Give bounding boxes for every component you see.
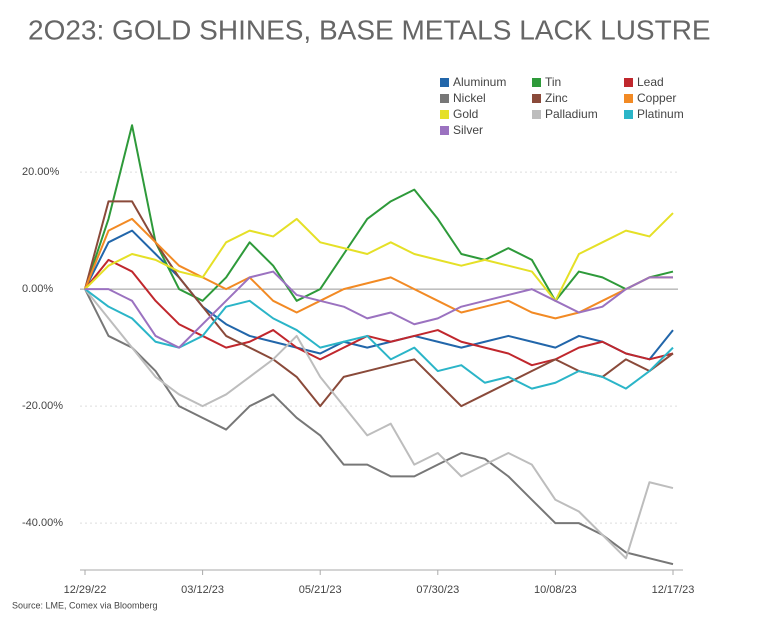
- series-line: [84, 200, 674, 408]
- x-tick-label: 12/29/22: [64, 584, 107, 596]
- legend-swatch: [532, 94, 541, 103]
- legend-label: Palladium: [545, 107, 598, 121]
- legend-swatch: [532, 110, 541, 119]
- chart-title: 2O23: GOLD SHINES, BASE METALS LACK LUST…: [28, 14, 711, 45]
- series-line: [84, 258, 674, 367]
- legend-swatch: [440, 94, 449, 103]
- series-line: [84, 288, 674, 560]
- x-tick-label: 05/21/23: [299, 584, 342, 596]
- legend-label: Platinum: [637, 107, 684, 121]
- x-tick-label: 12/17/23: [652, 584, 695, 596]
- legend-swatch: [624, 78, 633, 87]
- x-tick-label: 07/30/23: [416, 584, 459, 596]
- series-line: [84, 212, 674, 302]
- legend-swatch: [532, 78, 541, 87]
- y-tick-label: -40.00%: [22, 517, 63, 529]
- legend-swatch: [624, 94, 633, 103]
- series-line: [84, 124, 674, 302]
- y-tick-label: 0.00%: [22, 283, 53, 295]
- y-tick-label: -20.00%: [22, 400, 63, 412]
- series-line: [84, 288, 674, 390]
- legend-swatch: [440, 78, 449, 87]
- legend-label: Lead: [637, 75, 664, 89]
- x-tick-label: 03/12/23: [181, 584, 224, 596]
- legend-label: Zinc: [545, 91, 568, 105]
- x-tick-label: 10/08/23: [534, 584, 577, 596]
- series-line: [85, 270, 673, 349]
- legend-label: Nickel: [453, 91, 486, 105]
- legend-swatch: [440, 126, 449, 135]
- legend-label: Gold: [453, 107, 478, 121]
- series-line: [84, 217, 673, 320]
- y-tick-label: 20.00%: [22, 166, 60, 178]
- source: Source: LME, Comex via Bloomberg: [12, 600, 158, 610]
- legend-label: Copper: [637, 91, 676, 105]
- legend-swatch: [624, 110, 633, 119]
- legend-label: Tin: [545, 75, 561, 89]
- legend-swatch: [440, 110, 449, 119]
- series-line: [84, 288, 674, 566]
- legend-label: Silver: [453, 123, 483, 137]
- legend-label: Aluminum: [453, 75, 506, 89]
